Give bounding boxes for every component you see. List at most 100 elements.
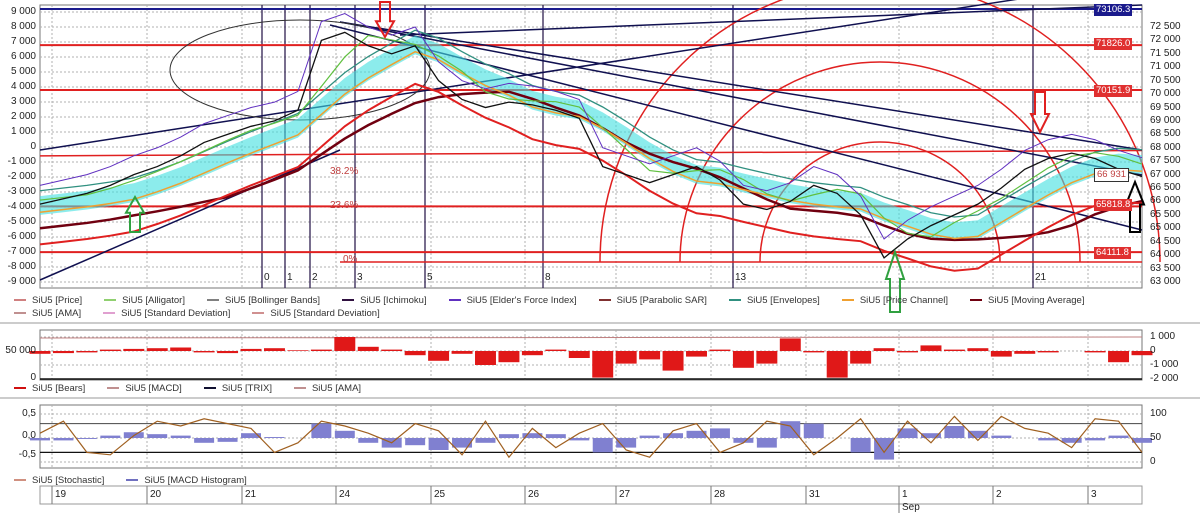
legend-entry[interactable]: SiU5 [Alligator]: [104, 294, 185, 307]
bears-bar: [826, 351, 848, 378]
bears-bar: [545, 349, 567, 351]
bears-legend: SiU5 [Bears] SiU5 [MACD] SiU5 [TRIX] SiU5 […: [14, 383, 383, 394]
bears-bar: [990, 351, 1012, 357]
legend-entry[interactable]: SiU5 [Ichimoku]: [342, 294, 427, 307]
legend-entry[interactable]: SiU5 [Bears]: [14, 383, 85, 394]
legend-swatch: [728, 299, 741, 302]
legend-label: SiU5 [Elder's Force Index]: [466, 295, 577, 306]
macd-histogram-bar: [452, 438, 473, 448]
legend-entry[interactable]: SiU5 [Parabolic SAR]: [598, 294, 707, 307]
bears-bar: [521, 351, 543, 356]
fib-time-label: 0: [264, 272, 270, 283]
legend-swatch: [104, 299, 117, 302]
bears-bar: [897, 351, 919, 353]
right-tick-label: 69 000: [1150, 114, 1181, 126]
bears-bar: [217, 351, 239, 354]
right-tick-label: -2 000: [1150, 373, 1179, 384]
right-tick-label: 63 500: [1150, 262, 1181, 274]
left-tick-label: 5 000: [10, 66, 36, 77]
legend-swatch: [293, 387, 306, 390]
legend-entry[interactable]: SiU5 [Stochastic]: [14, 475, 104, 486]
macd-histogram-bar: [498, 434, 519, 438]
right-tick-label: 68 500: [1150, 128, 1181, 140]
macd-histogram-bar: [194, 438, 215, 443]
left-tick-label: -6 000: [7, 231, 36, 242]
legend-label: SiU5 [Price Channel]: [859, 295, 949, 306]
left-tick-label: -0,5: [18, 449, 36, 460]
price-line: [39, 31, 1143, 259]
legend-swatch: [14, 312, 26, 315]
legend-entry[interactable]: SiU5 [Standard Deviation]: [252, 307, 380, 320]
legend-swatch: [103, 312, 116, 315]
legend-entry[interactable]: SiU5 [Standard Deviation]: [103, 307, 230, 320]
left-tick-label: 4 000: [10, 81, 36, 92]
macd-histogram-bar: [733, 438, 754, 443]
bears-bar: [146, 348, 168, 351]
legend-entry[interactable]: SiU5 [MACD]: [107, 383, 182, 394]
legend-label: SiU5 [Bollinger Bands]: [225, 295, 321, 306]
legend-entry[interactable]: SiU5 [Price Channel]: [841, 294, 949, 307]
right-tick-label: 65 000: [1150, 222, 1181, 234]
bears-bar: [1014, 351, 1036, 354]
macd-histogram-bar: [170, 435, 191, 438]
date-label: 28: [714, 489, 726, 500]
bears-bar: [1037, 351, 1059, 353]
legend-entry[interactable]: SiU5 [Elder's Force Index]: [448, 294, 577, 307]
legend-entry[interactable]: SiU5 [Moving Average]: [970, 294, 1084, 307]
macd-histogram-bar: [803, 423, 824, 438]
right-tick-label: 50: [1150, 432, 1162, 443]
legend-entry[interactable]: SiU5 [Price]: [14, 294, 82, 307]
date-label: 25: [434, 489, 446, 500]
legend-entry[interactable]: SiU5 [Envelopes]: [728, 294, 820, 307]
oscillator-legend: SiU5 [Stochastic] SiU5 [MACD Histogram]: [14, 475, 269, 486]
parabolic-line: [39, 82, 1143, 272]
macd-histogram-bar: [53, 438, 74, 441]
bears-bar: [873, 348, 895, 351]
macd-histogram-bar: [100, 435, 121, 438]
left-tick-label: 7 000: [10, 36, 36, 47]
legend-entry[interactable]: SiU5 [AMA]: [14, 307, 81, 320]
legend-entry[interactable]: SiU5 [Bollinger Bands]: [207, 294, 320, 307]
macd-histogram-bar: [405, 438, 426, 446]
macd-histogram-bar: [311, 423, 332, 438]
envelopes-line: [39, 29, 1143, 218]
legend-entry[interactable]: SiU5 [MACD Histogram]: [126, 475, 247, 486]
macd-histogram-bar: [686, 430, 707, 438]
legend-label: SiU5 [Stochastic]: [32, 475, 105, 486]
left-tick-label: -9 000: [7, 276, 36, 287]
force-index-line: [39, 13, 1143, 240]
bears-bar: [29, 351, 51, 354]
bears-bar: [850, 351, 872, 364]
bears-bar: [1108, 351, 1130, 363]
bears-bar: [287, 350, 309, 351]
macd-histogram-bar: [475, 438, 496, 443]
macd-histogram-bar: [663, 433, 684, 438]
macd-histogram-bar: [991, 435, 1012, 438]
macd-histogram-bar: [944, 426, 965, 438]
fib-time-label: 1: [287, 272, 293, 283]
right-tick-label: 0: [1150, 345, 1156, 356]
date-label: 3: [1091, 489, 1097, 500]
legend-label: SiU5 [AMA]: [311, 383, 362, 394]
legend-entry[interactable]: SiU5 [AMA]: [293, 383, 362, 394]
bears-bar: [943, 349, 965, 351]
macd-histogram-bar: [522, 433, 543, 438]
price-marker: 73106.3: [1094, 4, 1133, 16]
right-tick-label: 0: [1150, 456, 1156, 467]
bears-bar: [592, 351, 614, 378]
legend-label: SiU5 [Alligator]: [122, 295, 185, 306]
legend-label: SiU5 [Envelopes]: [746, 295, 820, 306]
legend-label: SiU5 [Moving Average]: [988, 295, 1085, 306]
right-tick-label: 72 000: [1150, 34, 1181, 46]
bears-bar: [428, 351, 450, 361]
bears-bar: [475, 351, 496, 365]
right-tick-label: 70 500: [1150, 74, 1181, 86]
legend-entry[interactable]: SiU5 [TRIX]: [203, 383, 272, 394]
up-arrow: [124, 194, 146, 233]
right-tick-label: 67 000: [1150, 168, 1181, 180]
macd-histogram-bar: [30, 438, 50, 441]
macd-histogram-bar: [639, 435, 660, 438]
price-marker: 66 931: [1094, 168, 1130, 182]
